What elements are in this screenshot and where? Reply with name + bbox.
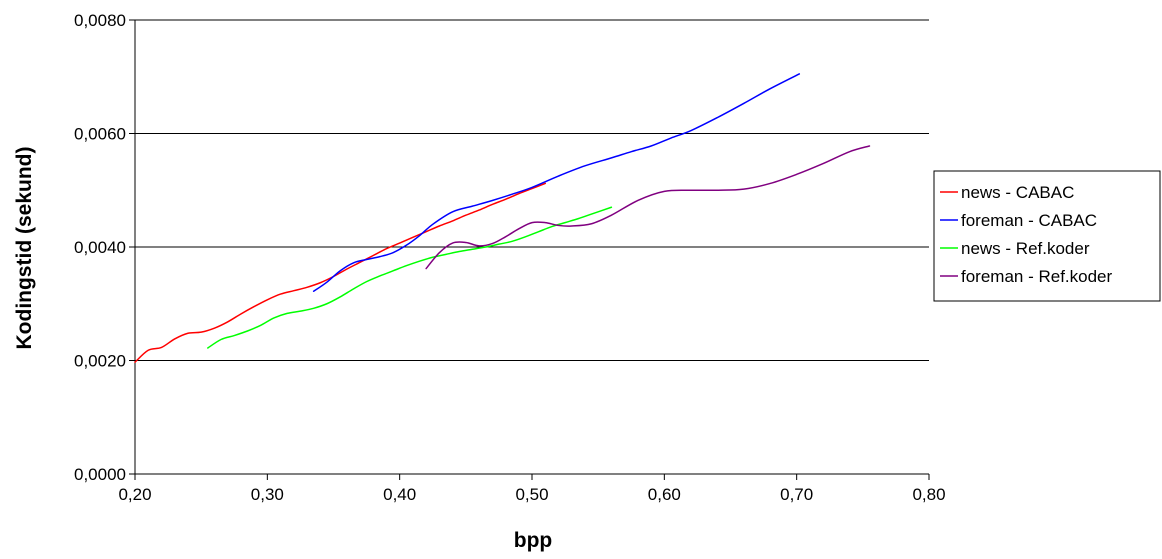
y-tick-label: 0,0020 bbox=[74, 352, 126, 371]
x-tick-label: 0,20 bbox=[118, 485, 151, 504]
x-tick-label: 0,60 bbox=[648, 485, 681, 504]
series-line-news-ref-koder bbox=[207, 206, 613, 349]
legend-label: news - CABAC bbox=[961, 183, 1074, 202]
gridlines bbox=[135, 19, 929, 361]
x-tick-label: 0,30 bbox=[251, 485, 284, 504]
x-tick-label: 0,80 bbox=[912, 485, 945, 504]
series-line-news-cabac bbox=[134, 182, 546, 363]
series-line-foreman-ref-koder bbox=[425, 145, 871, 270]
x-axis-title: bpp bbox=[514, 529, 552, 552]
legend: news - CABAC foreman - CABAC news - Ref.ko… bbox=[933, 170, 1161, 302]
x-tick-label: 0,50 bbox=[515, 485, 548, 504]
y-axis-title: Kodingstid (sekund) bbox=[13, 147, 36, 350]
tick-labels: 0,0000 0,0020 0,0040 0,0060 0,0080 0,20 0,30 0,… bbox=[74, 11, 946, 504]
legend-label: foreman - Ref.koder bbox=[961, 267, 1113, 286]
series-line-foreman-cabac bbox=[312, 73, 801, 293]
axes bbox=[129, 19, 930, 480]
legend-item: news - Ref.koder bbox=[940, 239, 1090, 258]
y-tick-label: 0,0060 bbox=[74, 125, 126, 144]
legend-label: foreman - CABAC bbox=[961, 211, 1097, 230]
y-tick-label: 0,0040 bbox=[74, 238, 126, 257]
x-tick-label: 0,40 bbox=[383, 485, 416, 504]
legend-box bbox=[933, 170, 1161, 302]
y-tick-label: 0,0000 bbox=[74, 465, 126, 484]
x-tick-label: 0,70 bbox=[780, 485, 813, 504]
legend-label: news - Ref.koder bbox=[961, 239, 1090, 258]
legend-item: foreman - Ref.koder bbox=[940, 267, 1113, 286]
y-tick-label: 0,0080 bbox=[74, 11, 126, 30]
legend-item: news - CABAC bbox=[940, 183, 1074, 202]
legend-item: foreman - CABAC bbox=[940, 211, 1097, 230]
series-lines bbox=[134, 73, 871, 363]
